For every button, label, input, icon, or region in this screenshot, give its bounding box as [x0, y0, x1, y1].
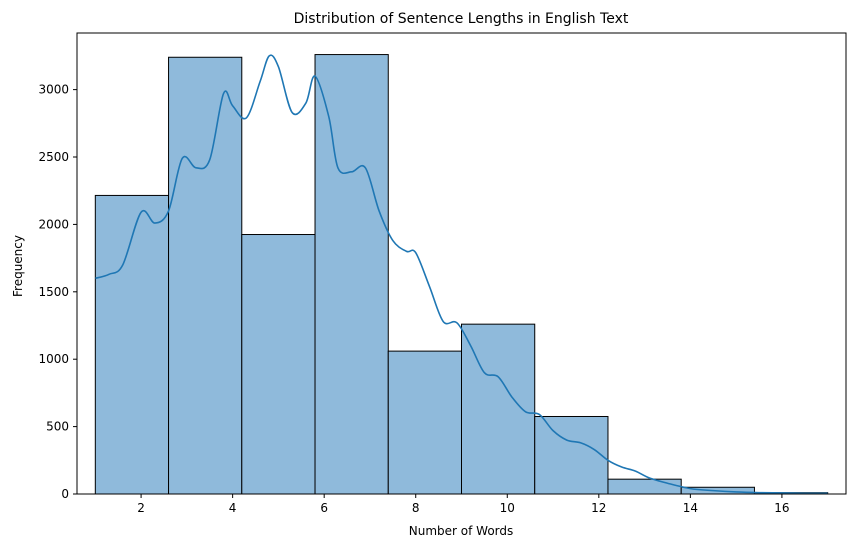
y-tick-label: 2500	[38, 150, 69, 164]
y-tick-label: 0	[61, 487, 69, 501]
x-axis-ticks: 2 4 6 8 10 12 14 16	[137, 494, 790, 515]
x-tick-label: 2	[137, 501, 145, 515]
x-tick-label: 12	[591, 501, 606, 515]
bar-1	[94, 194, 170, 495]
x-tick-label: 6	[320, 501, 328, 515]
y-axis-ticks: 0 500 1000 1500 2000 2500 3000	[38, 83, 77, 501]
bar-8	[607, 478, 682, 495]
x-tick-label: 8	[412, 501, 420, 515]
kde-curve	[95, 54, 828, 495]
y-tick-label: 1000	[38, 352, 69, 366]
plot-frame	[76, 32, 847, 495]
y-tick-label: 3000	[38, 83, 69, 97]
x-tick-label: 10	[500, 501, 515, 515]
y-axis-label: Frequency	[11, 235, 25, 297]
x-axis-label: Number of Words	[409, 524, 514, 538]
x-tick-label: 4	[229, 501, 237, 515]
x-tick-label: 14	[683, 501, 698, 515]
x-tick-label: 16	[774, 501, 789, 515]
bar-5	[387, 350, 462, 495]
bar-2	[168, 56, 243, 495]
y-tick-label: 1500	[38, 285, 69, 299]
y-tick-label: 2000	[38, 217, 69, 231]
y-tick-label: 500	[46, 420, 69, 434]
bar-7	[534, 415, 609, 495]
bar-4	[314, 54, 389, 495]
bar-3	[241, 234, 316, 495]
bars-group	[94, 54, 829, 495]
chart-title: Distribution of Sentence Lengths in Engl…	[294, 11, 629, 27]
